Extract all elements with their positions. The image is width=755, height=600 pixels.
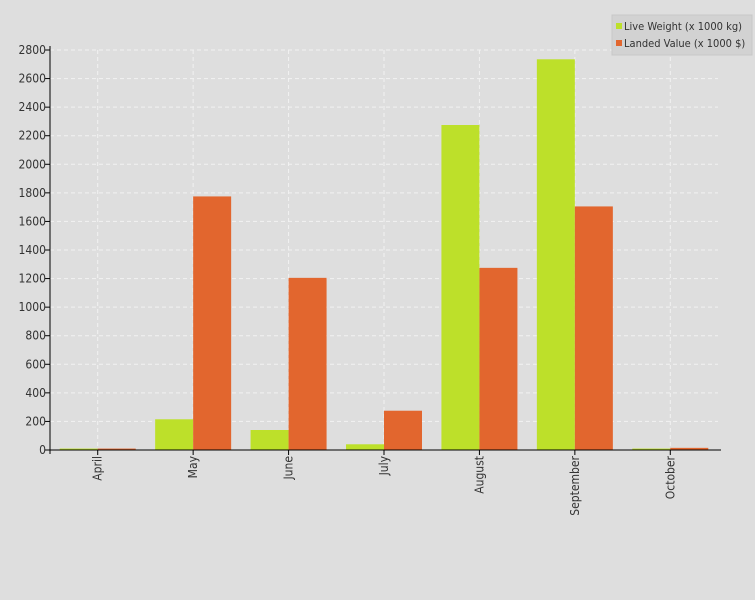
live-weight-bar-june (250, 430, 289, 450)
legend-label: Live Weight (x 1000 kg) (624, 20, 742, 33)
landed-value-bar-july (384, 410, 422, 450)
live-weight-bar-july (346, 444, 384, 450)
y-tick-label: 1600 (19, 214, 47, 228)
y-tick-label: 1200 (19, 272, 47, 286)
grid-lines (50, 49, 718, 450)
live-weight-bar-april (59, 448, 98, 450)
x-tick-label: June (282, 456, 296, 481)
y-tick-label: 400 (25, 386, 46, 400)
y-tick-label: 600 (25, 357, 46, 371)
y-tick-label: 200 (25, 414, 46, 428)
live-weight-bar-october (632, 448, 671, 450)
landed-value-bar-august (479, 267, 518, 450)
legend-swatch (616, 40, 622, 46)
y-tick-label: 1000 (19, 300, 47, 314)
landed-value-bar-october (670, 447, 709, 450)
y-tick-label: 2600 (19, 72, 47, 86)
y-tick-label: 2800 (19, 43, 47, 57)
y-tick-label: 2000 (19, 157, 47, 171)
y-tick-label: 1400 (19, 243, 47, 257)
live-weight-bar-may (155, 419, 194, 450)
live-weight-bar-august (441, 125, 480, 450)
legend: Live Weight (x 1000 kg) Landed Value (x 1… (611, 14, 753, 56)
legend-label: Landed Value (x 1000 $) (624, 37, 745, 50)
legend-box (611, 14, 753, 56)
y-tick-label: 2200 (19, 129, 47, 143)
landed-value-bar-may (193, 196, 232, 450)
live-weight-bar-september (536, 59, 575, 451)
x-tick-label: September (568, 455, 582, 515)
y-tick-label: 2400 (19, 100, 47, 114)
landed-value-bar-june (288, 277, 327, 450)
x-tick-label: August (472, 456, 486, 494)
axes: 0 200 400 600 800 1000 1200 1400 1600 1800 2000 220… (19, 43, 721, 516)
x-tick-label: May (186, 455, 200, 478)
y-tick-label: 0 (39, 443, 46, 457)
y-tick-label: 1800 (19, 186, 47, 200)
y-tick-label: 800 (25, 329, 46, 343)
landed-value-bar-april (97, 448, 136, 450)
x-tick-label: October (663, 455, 677, 499)
legend-swatch (616, 23, 622, 29)
landed-value-bar-september (574, 206, 613, 450)
x-tick-label: April (91, 456, 105, 481)
x-tick-label: July (377, 455, 391, 476)
bars (59, 59, 709, 451)
